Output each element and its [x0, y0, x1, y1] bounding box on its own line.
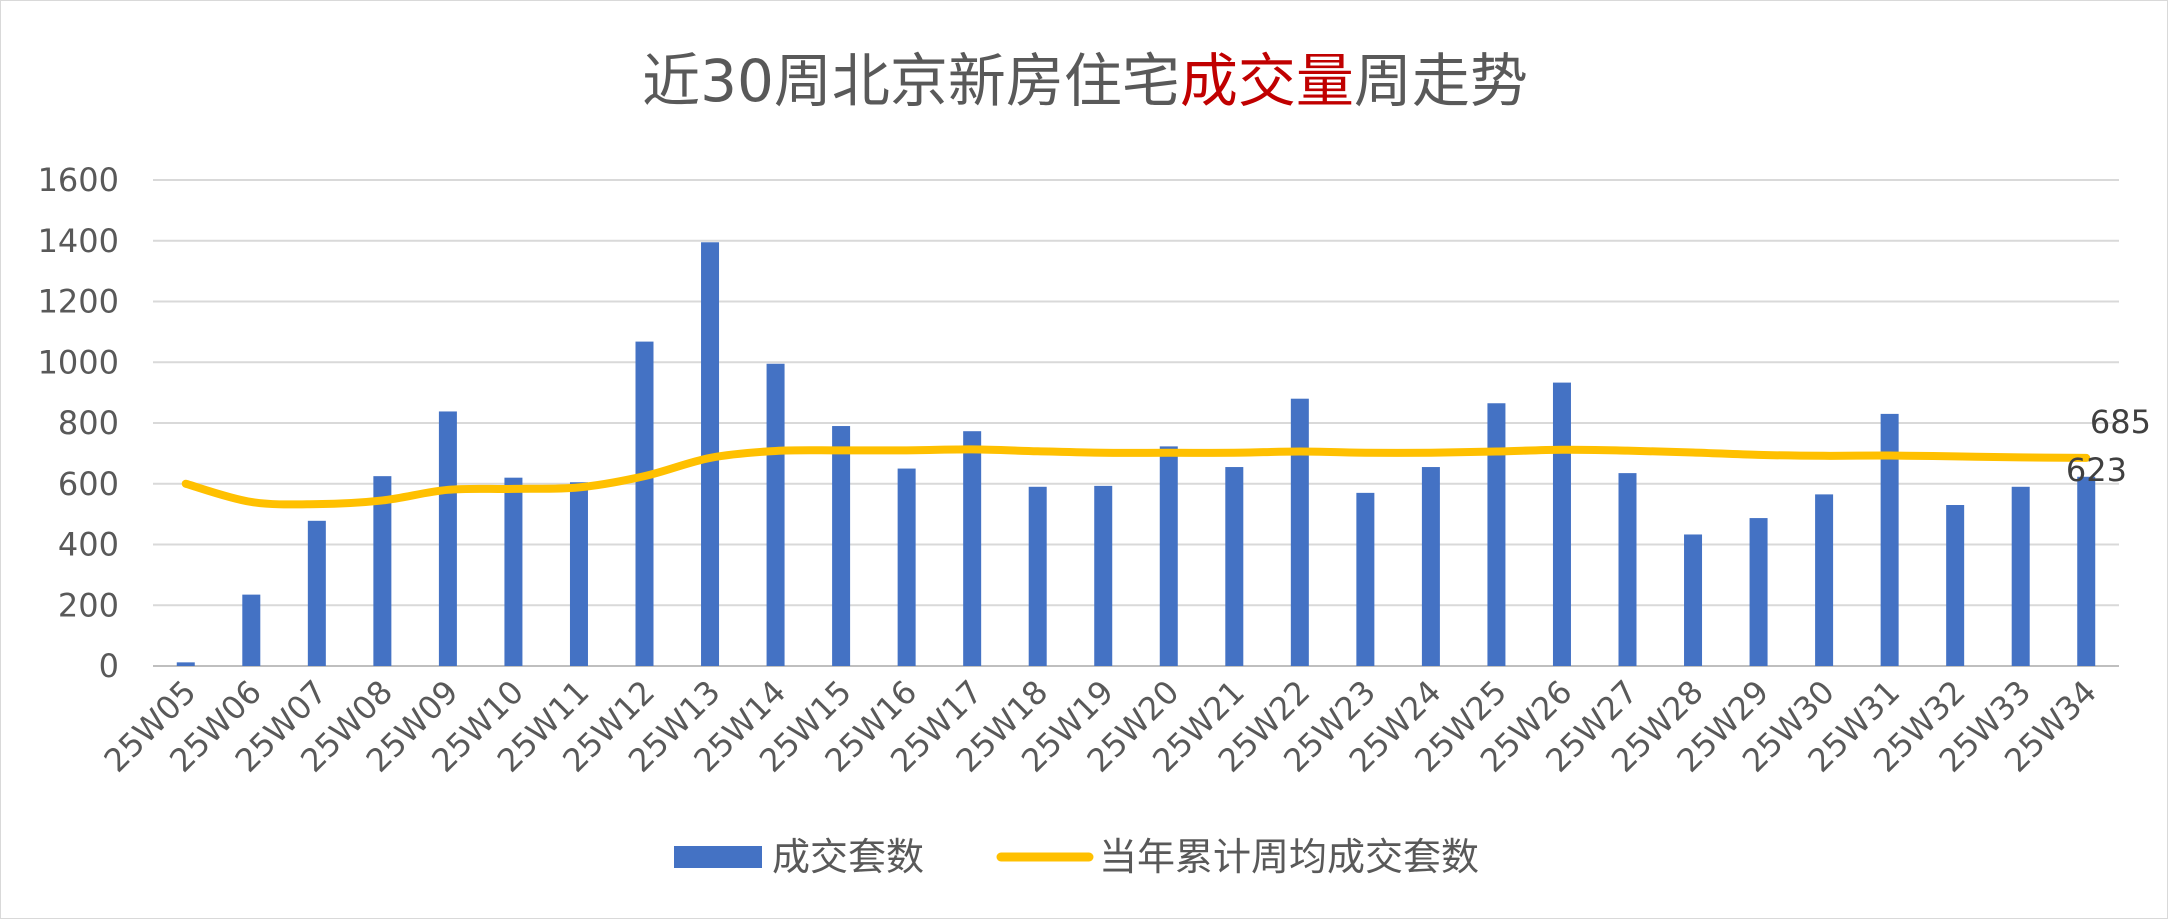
bar-25W07 — [307, 520, 326, 666]
bar-25W16 — [897, 468, 916, 666]
bar-25W20 — [1159, 446, 1178, 666]
bar-25W11 — [569, 482, 588, 666]
y-tick-label: 0 — [99, 647, 119, 685]
title-part-2-highlight: 成交量 — [1180, 47, 1354, 115]
bar-25W24 — [1421, 467, 1440, 666]
bar-25W15 — [832, 426, 851, 666]
bar-25W09 — [438, 411, 457, 666]
bar-25W30 — [1815, 494, 1834, 666]
bar-25W05 — [176, 662, 195, 666]
bar-25W14 — [766, 363, 785, 666]
data-label-average-last: 685 — [2090, 403, 2151, 441]
bar-25W29 — [1749, 518, 1768, 666]
line-weekly-average — [181, 445, 2091, 509]
y-tick-label: 1400 — [38, 222, 119, 260]
bar-25W08 — [373, 476, 392, 666]
bar-25W21 — [1225, 467, 1244, 666]
y-tick-label: 200 — [58, 586, 119, 624]
bar-25W12 — [635, 341, 654, 666]
legend-label-deals: 成交套数 — [772, 835, 924, 879]
y-tick-label: 1600 — [38, 161, 119, 199]
x-axis-ticks: 25W0525W0625W0725W0825W0925W1025W1125W12… — [97, 673, 2104, 780]
y-tick-label: 800 — [58, 404, 119, 442]
gridlines — [153, 179, 2119, 667]
data-labels: 685 623 — [2066, 403, 2151, 489]
legend: 成交套数 当年累计周均成交套数 — [674, 835, 1479, 879]
y-tick-label: 600 — [58, 465, 119, 503]
title-part-3: 周走势 — [1354, 47, 1528, 115]
y-tick-label: 400 — [58, 526, 119, 564]
bar-25W28 — [1684, 534, 1703, 666]
bar-25W10 — [504, 477, 523, 666]
bar-25W19 — [1094, 485, 1113, 666]
y-tick-label: 1000 — [38, 343, 119, 381]
line-series-weekly-average — [181, 445, 2091, 509]
title-part-1: 近30周北京新房住宅 — [642, 47, 1180, 115]
bar-25W26 — [1552, 382, 1571, 666]
bar-25W18 — [1028, 486, 1047, 666]
legend-label-average: 当年累计周均成交套数 — [1099, 835, 1479, 879]
bar-25W17 — [963, 431, 982, 666]
y-tick-label: 1200 — [38, 283, 119, 321]
y-axis-ticks: 0 200 400 600 800 1000 1200 1400 1600 — [38, 161, 119, 685]
bar-25W32 — [1946, 505, 1965, 666]
bar-25W34 — [2077, 476, 2096, 666]
data-label-deals-last: 623 — [2066, 451, 2127, 489]
bar-25W33 — [2011, 486, 2030, 666]
bar-series-deals — [176, 242, 2096, 667]
bar-25W22 — [1290, 398, 1309, 666]
legend-swatch-bar — [674, 846, 762, 868]
bar-25W27 — [1618, 473, 1637, 666]
bar-25W31 — [1880, 413, 1899, 666]
bar-25W25 — [1487, 403, 1506, 666]
bar-25W23 — [1356, 492, 1375, 666]
bar-25W06 — [242, 594, 261, 666]
chart-title: 近30周北京新房住宅成交量周走势 — [642, 47, 1528, 115]
